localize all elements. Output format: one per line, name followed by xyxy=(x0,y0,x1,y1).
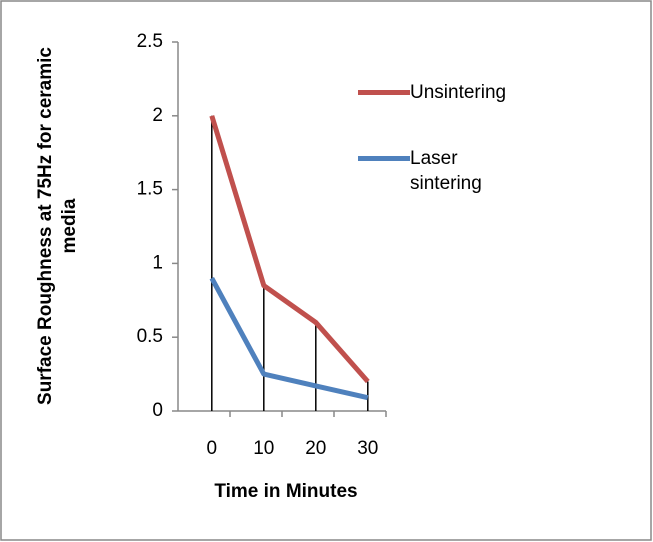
y-tick-label: 2.5 xyxy=(137,31,163,52)
legend-label: Laser sintering xyxy=(410,148,482,194)
y-tick-label: 2 xyxy=(152,105,163,126)
line-series xyxy=(209,115,370,384)
legend-swatch xyxy=(358,156,410,161)
y-tick-label: 0.5 xyxy=(137,326,163,347)
x-tick-label: 10 xyxy=(253,438,274,459)
x-tick-label: 0 xyxy=(207,438,218,459)
legend-swatch xyxy=(358,90,410,95)
x-tick-label: 20 xyxy=(305,438,326,459)
y-axis-title: Surface Roughness at 75Hz for ceramic me… xyxy=(35,47,80,405)
y-tick-label: 1.5 xyxy=(137,179,163,200)
y-tick-label: 0 xyxy=(152,400,163,421)
x-axis-title: Time in Minutes xyxy=(214,481,358,502)
y-tick-label: 1 xyxy=(152,252,163,273)
legend-label: Unsintering xyxy=(410,82,507,103)
x-tick-label: 30 xyxy=(357,438,378,459)
line-series xyxy=(209,276,369,401)
